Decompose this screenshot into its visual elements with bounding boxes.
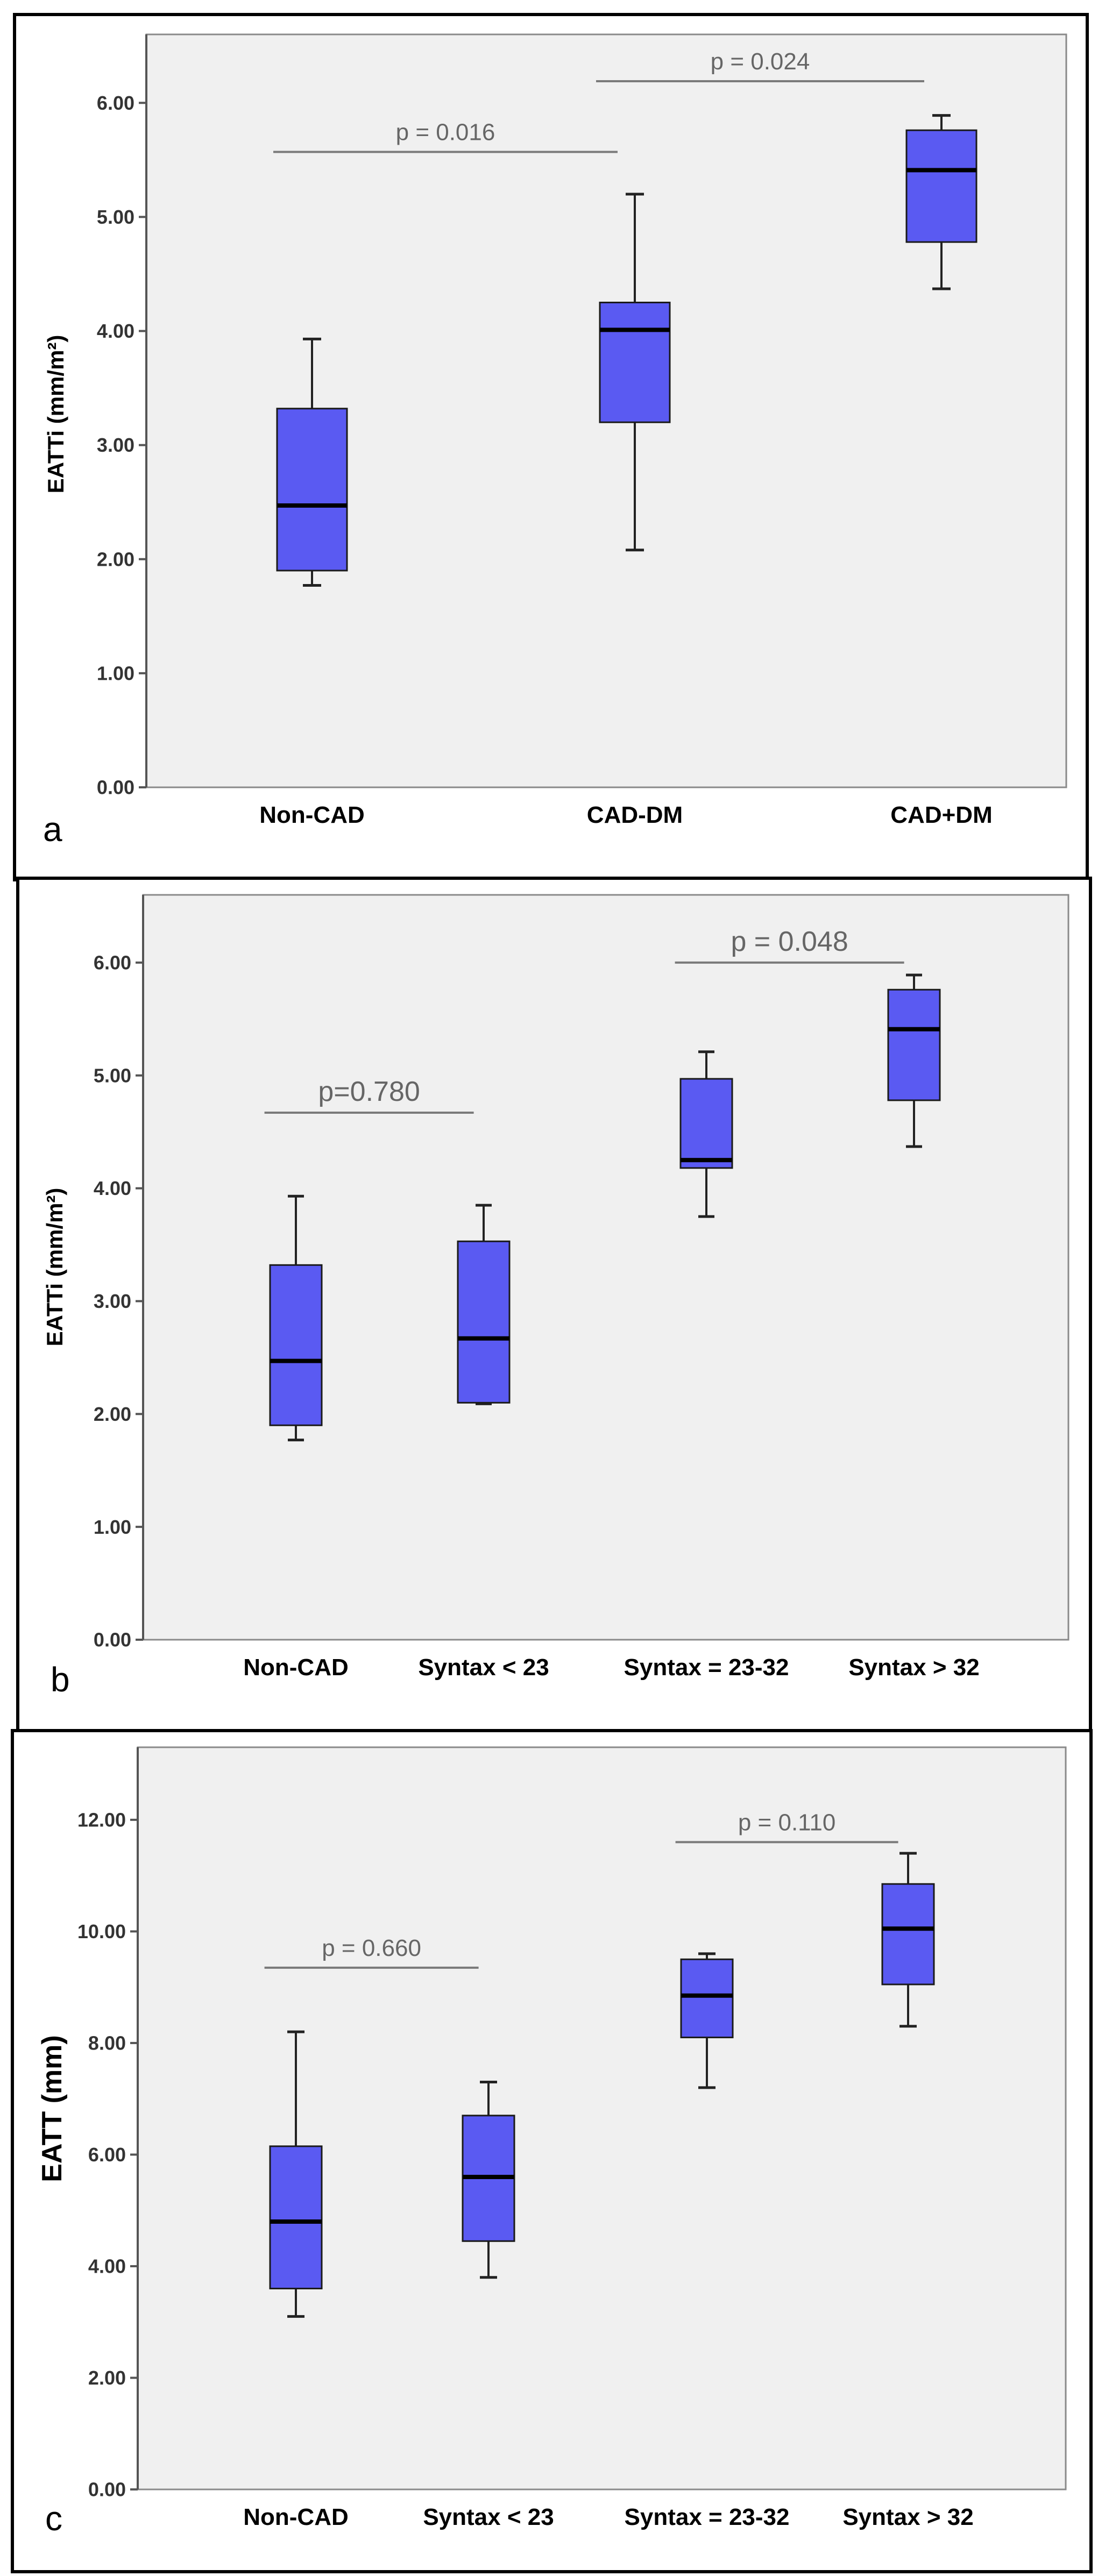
- y-tick-label: 4.00: [88, 2255, 126, 2278]
- y-tick-label: 0.00: [88, 2479, 126, 2501]
- iqr-box: [276, 408, 348, 572]
- y-tick-label: 10.00: [77, 1920, 126, 1942]
- y-tick-label: 3.00: [97, 434, 134, 456]
- category-label: Syntax > 32: [842, 2504, 973, 2530]
- panel-label-a: a: [43, 810, 62, 849]
- box-4: [887, 973, 941, 1148]
- category-label: CAD+DM: [890, 802, 992, 828]
- category-label: Non-CAD: [243, 2504, 349, 2530]
- box-2: [462, 2081, 515, 2279]
- category-label: Non-CAD: [259, 802, 365, 828]
- box-1: [269, 1194, 323, 1442]
- box-3: [905, 114, 977, 290]
- y-tick-label: 1.00: [97, 662, 134, 684]
- iqr-box: [887, 988, 941, 1101]
- p-value-label: p = 0.048: [731, 926, 848, 957]
- iqr-box: [679, 1078, 733, 1169]
- y-tick-label: 4.00: [97, 320, 134, 342]
- y-tick-label: 5.00: [97, 206, 134, 228]
- y-axis-label: EATTi (mm/m²): [43, 335, 68, 494]
- p-value-label: p = 0.660: [322, 1935, 421, 1961]
- y-tick-label: 6.00: [97, 92, 134, 114]
- p-value-label: p=0.780: [318, 1076, 420, 1107]
- y-tick-label: 0.00: [97, 777, 134, 799]
- iqr-box: [599, 301, 671, 423]
- box-4: [881, 1852, 935, 2028]
- iqr-box: [905, 129, 977, 243]
- box-2: [599, 193, 671, 552]
- panel-c: 0.00 2.00 4.00 6.00 8.00 10.00 12.00 EATT (mm) N…: [11, 1729, 1093, 2573]
- y-tick-label: 0.00: [94, 1629, 131, 1651]
- iqr-box: [269, 2145, 323, 2289]
- y-axis-label: EATT (mm): [37, 2035, 68, 2182]
- chart-b: 0.00 1.00 2.00 3.00 4.00 5.00 6.00 EATTi (mm/m²…: [42, 894, 1069, 1681]
- y-axis-label: EATTi (mm/m²): [42, 1188, 67, 1347]
- box-3: [680, 1952, 734, 2089]
- y-tick-label: 3.00: [94, 1290, 131, 1312]
- category-label: Non-CAD: [243, 1654, 349, 1681]
- box-2: [457, 1204, 511, 1405]
- category-label: Syntax = 23-32: [624, 1654, 789, 1681]
- plot-area: [137, 1746, 1067, 2490]
- y-tick-label: 12.00: [77, 1809, 126, 1831]
- p-value-label: p = 0.024: [711, 48, 810, 75]
- y-tick-label: 2.00: [88, 2367, 126, 2389]
- category-label: Syntax = 23-32: [625, 2504, 790, 2530]
- iqr-box: [457, 1240, 511, 1404]
- panel-a: 0.00 1.00 2.00 3.00 4.00 5.00 6.00 EATTi (mm/m²…: [13, 13, 1089, 881]
- y-tick-label: 6.00: [94, 952, 131, 974]
- p-value-label: p = 0.016: [396, 119, 495, 145]
- chart-a: 0.00 1.00 2.00 3.00 4.00 5.00 6.00 EATTi (mm/m²…: [43, 33, 1067, 828]
- panel-b: 0.00 1.00 2.00 3.00 4.00 5.00 6.00 EATTi (mm/m²…: [16, 877, 1092, 1734]
- box-1: [276, 337, 348, 587]
- y-tick-label: 8.00: [88, 2032, 126, 2054]
- chart-c: 0.00 2.00 4.00 6.00 8.00 10.00 12.00 EATT (mm) N…: [37, 1746, 1067, 2530]
- p-value-label: p = 0.110: [738, 1809, 835, 1835]
- category-label: Syntax > 32: [848, 1654, 979, 1681]
- iqr-box: [680, 1958, 734, 2039]
- box-3: [679, 1050, 733, 1218]
- y-tick-label: 2.00: [97, 548, 134, 570]
- box-1: [269, 2030, 323, 2318]
- category-label: CAD-DM: [587, 802, 683, 828]
- y-tick-label: 1.00: [94, 1516, 131, 1538]
- panel-label-b: b: [51, 1660, 70, 1699]
- panel-label-c: c: [45, 2499, 62, 2538]
- y-tick-label: 2.00: [94, 1403, 131, 1425]
- iqr-box: [881, 1883, 935, 1986]
- y-tick-label: 4.00: [94, 1177, 131, 1199]
- y-tick-label: 6.00: [88, 2144, 126, 2166]
- iqr-box: [269, 1264, 323, 1426]
- y-tick-label: 5.00: [94, 1064, 131, 1086]
- category-label: Syntax < 23: [423, 2504, 554, 2530]
- category-label: Syntax < 23: [418, 1654, 549, 1681]
